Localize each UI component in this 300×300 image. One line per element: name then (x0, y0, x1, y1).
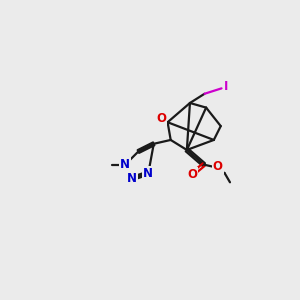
Text: N: N (143, 167, 153, 180)
Text: I: I (224, 80, 228, 93)
Text: N: N (120, 158, 130, 171)
Text: O: O (157, 112, 166, 125)
Text: O: O (187, 168, 197, 181)
Text: O: O (213, 160, 223, 172)
Text: N: N (127, 172, 137, 185)
